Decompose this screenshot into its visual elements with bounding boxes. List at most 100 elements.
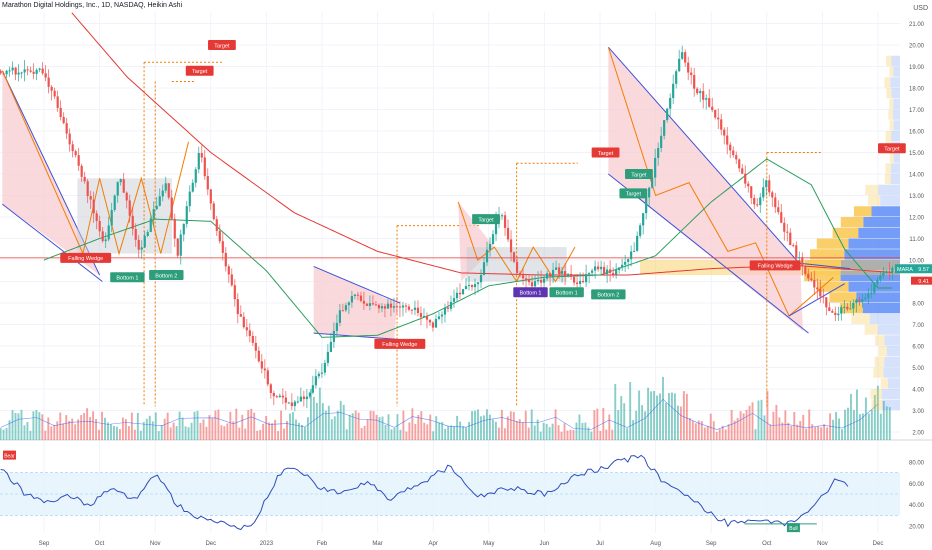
- candle-body: [813, 279, 816, 288]
- volume-bar: [98, 429, 100, 440]
- volume-bar: [271, 423, 274, 440]
- price-tick-label: 3.00: [912, 409, 924, 415]
- candle-body: [699, 91, 702, 94]
- volume-profile-up-bar: [891, 88, 900, 99]
- volume-bar: [548, 427, 551, 440]
- candle-body: [479, 274, 483, 283]
- volume-profile-down-bar: [804, 260, 842, 271]
- candle-body: [50, 86, 53, 91]
- volume-bar: [44, 430, 47, 440]
- volume-bar: [757, 400, 760, 440]
- candle-body: [101, 231, 104, 242]
- volume-bar: [110, 424, 112, 440]
- volume-bar: [390, 429, 393, 440]
- volume-bar: [486, 409, 488, 440]
- volume-bar: [262, 423, 265, 440]
- volume-profile-down-bar: [885, 163, 892, 174]
- pattern-label-box: [60, 252, 112, 263]
- candle-body: [104, 239, 107, 242]
- candle-body: [350, 296, 354, 303]
- pattern-label-box: [749, 260, 801, 271]
- volume-bar: [497, 427, 500, 440]
- volume-bar: [462, 426, 465, 440]
- candle-body: [753, 197, 756, 205]
- volume-bar: [796, 424, 799, 440]
- candle-body: [83, 176, 86, 182]
- volume-bar: [769, 424, 772, 440]
- bottom-label-box: [591, 289, 626, 300]
- falling-wedge-area: [313, 266, 398, 340]
- candle-body: [431, 322, 435, 328]
- volume-bar: [363, 425, 366, 440]
- volume-bar: [333, 416, 336, 440]
- volume-bar: [8, 420, 11, 440]
- volume-bar: [2, 429, 5, 440]
- volume-bar: [351, 413, 354, 440]
- candle-body: [597, 266, 600, 270]
- candle-body: [675, 71, 678, 84]
- candle-body: [245, 327, 248, 331]
- volume-bar: [145, 418, 148, 440]
- candle-body: [380, 306, 384, 309]
- volume-profile-up-bar: [848, 238, 900, 249]
- volume-profile-down-bar: [889, 98, 894, 109]
- candle-body: [666, 108, 669, 121]
- volume-bar: [41, 414, 44, 440]
- volume-bar: [426, 424, 429, 440]
- candle-body: [461, 289, 465, 295]
- candle-body: [272, 392, 275, 397]
- candle-body: [885, 271, 888, 273]
- volume-bar: [691, 421, 694, 440]
- candle-body: [888, 271, 891, 273]
- candle-body: [500, 215, 504, 217]
- candle-body: [32, 71, 35, 74]
- price-tick-label: 19.00: [909, 65, 925, 71]
- candle-body: [335, 322, 339, 332]
- volume-profile-down-bar: [885, 131, 892, 142]
- volume-bar: [826, 427, 829, 440]
- volume-bar: [157, 431, 160, 440]
- volume-bar: [175, 426, 178, 440]
- volume-bar: [309, 388, 312, 440]
- price-tick-label: 5.00: [912, 366, 924, 372]
- candle-body: [194, 169, 197, 183]
- candle-body: [822, 296, 825, 298]
- volume-bar: [799, 421, 802, 440]
- candle-body: [494, 220, 498, 235]
- candle-body: [119, 179, 122, 183]
- volume-bar: [563, 423, 566, 440]
- volume-profile-up-bar: [858, 227, 900, 238]
- candle-body: [714, 110, 717, 118]
- candle-body: [828, 307, 831, 312]
- candle-body: [215, 219, 218, 231]
- volume-bar: [50, 426, 53, 440]
- candle-body: [669, 97, 672, 109]
- candle-body: [410, 309, 414, 311]
- volume-profile-down-bar: [804, 270, 841, 281]
- volume-bar: [808, 409, 811, 440]
- candle-body: [230, 274, 233, 286]
- candle-body: [356, 294, 360, 296]
- volume-bar: [662, 376, 664, 440]
- volume-bar: [506, 416, 509, 440]
- candle-body: [515, 261, 519, 273]
- candle-body: [801, 257, 804, 266]
- volume-bar: [861, 413, 864, 440]
- candle-body: [870, 292, 873, 294]
- volume-bar: [214, 410, 217, 440]
- volume-bar: [736, 418, 739, 440]
- volume-bar: [139, 430, 142, 440]
- target-label-box: [472, 214, 500, 225]
- candle-body: [0, 70, 2, 74]
- candle-body: [170, 197, 173, 219]
- candle-body: [359, 295, 363, 301]
- volume-bar: [566, 430, 569, 440]
- volume-profile-down-bar: [864, 324, 879, 335]
- price-tick-label: 6.00: [912, 345, 924, 351]
- volume-bar: [784, 410, 787, 440]
- volume-bar: [301, 424, 303, 440]
- wedge-lower-line: [1, 203, 103, 282]
- volume-bar: [160, 425, 163, 440]
- volume-profile-down-bar: [816, 238, 849, 249]
- candle-body: [62, 117, 65, 124]
